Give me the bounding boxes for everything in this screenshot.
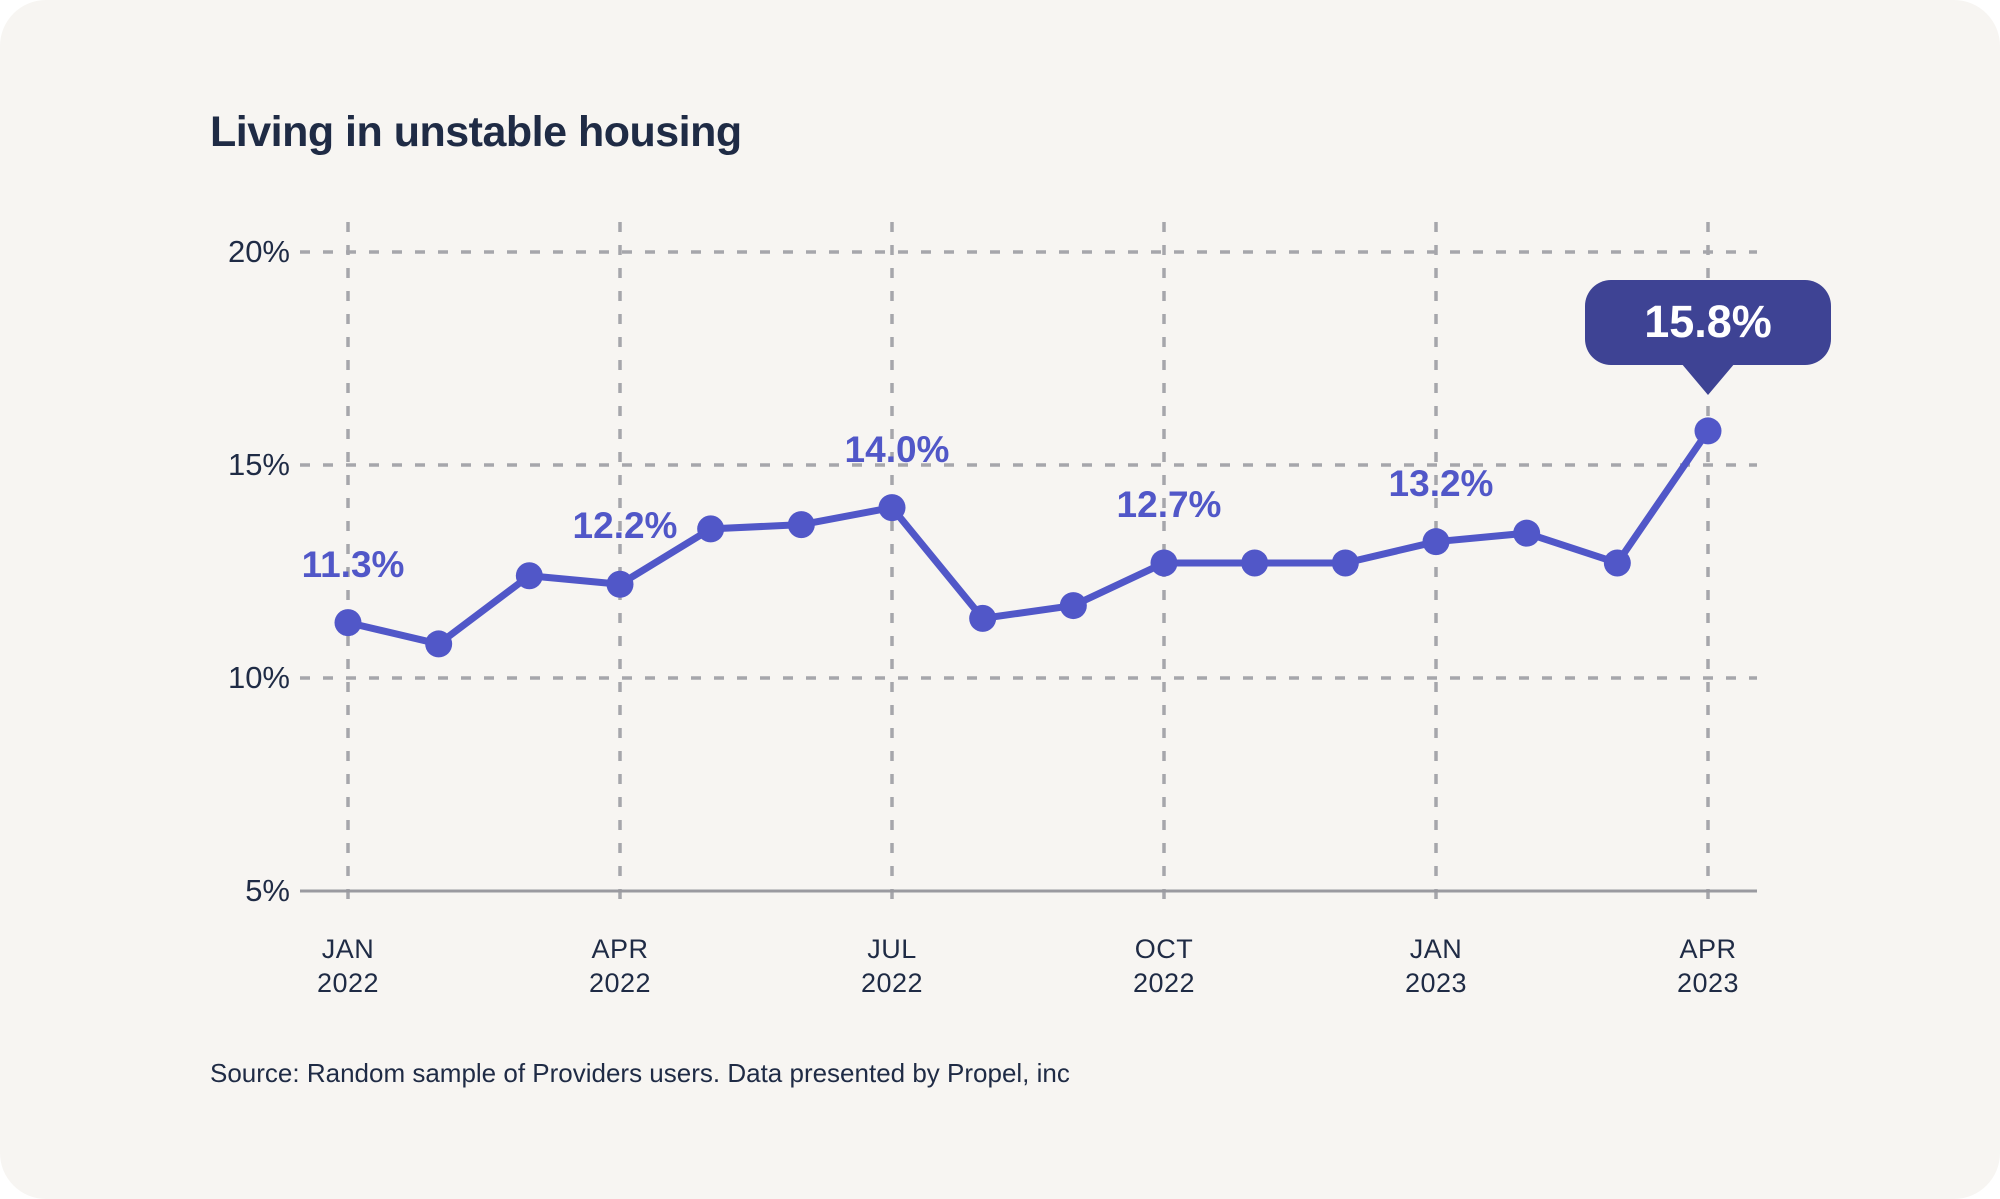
data-point bbox=[787, 511, 815, 539]
data-point bbox=[1603, 549, 1631, 577]
y-axis-tick-label: 10% bbox=[227, 660, 290, 695]
callout-pointer-icon bbox=[1681, 362, 1735, 395]
data-point-label: 11.3% bbox=[301, 543, 405, 585]
y-axis-tick-label: 15% bbox=[227, 447, 290, 482]
data-point bbox=[606, 570, 634, 598]
data-point bbox=[1059, 592, 1087, 620]
x-axis-tick-label: JUL 2022 bbox=[860, 934, 924, 998]
data-point bbox=[878, 494, 906, 522]
x-axis-tick-label: APR 2023 bbox=[1676, 934, 1740, 998]
data-point bbox=[1694, 417, 1722, 445]
data-point bbox=[697, 515, 725, 543]
data-point bbox=[1150, 549, 1178, 577]
callout-bubble: 15.8% bbox=[1585, 279, 1831, 395]
data-point bbox=[1331, 549, 1359, 577]
data-point-label: 12.7% bbox=[1116, 483, 1222, 525]
data-point bbox=[1241, 549, 1269, 577]
y-axis-tick-label: 20% bbox=[227, 234, 290, 269]
x-axis-tick-label: APR 2022 bbox=[588, 934, 652, 998]
data-point bbox=[1422, 528, 1450, 556]
y-axis-tick-label: 5% bbox=[245, 873, 290, 908]
x-axis-tick-label: OCT 2022 bbox=[1132, 934, 1196, 998]
x-axis-tick-label: JAN 2023 bbox=[1404, 934, 1468, 998]
data-point bbox=[425, 630, 453, 658]
data-point-label: 13.2% bbox=[1388, 462, 1494, 504]
data-point bbox=[1513, 519, 1541, 547]
data-point bbox=[515, 562, 543, 590]
data-point-label: 12.2% bbox=[572, 505, 678, 547]
data-point bbox=[969, 604, 997, 632]
series-line bbox=[344, 427, 1712, 648]
callout-value: 15.8% bbox=[1644, 296, 1772, 348]
data-point bbox=[334, 609, 362, 637]
data-point-label: 14.0% bbox=[844, 428, 950, 470]
chart-title: Living in unstable housing bbox=[210, 108, 742, 156]
source-note: Source: Random sample of Providers users… bbox=[210, 1058, 1070, 1088]
x-axis-tick-label: JAN 2022 bbox=[316, 934, 380, 998]
